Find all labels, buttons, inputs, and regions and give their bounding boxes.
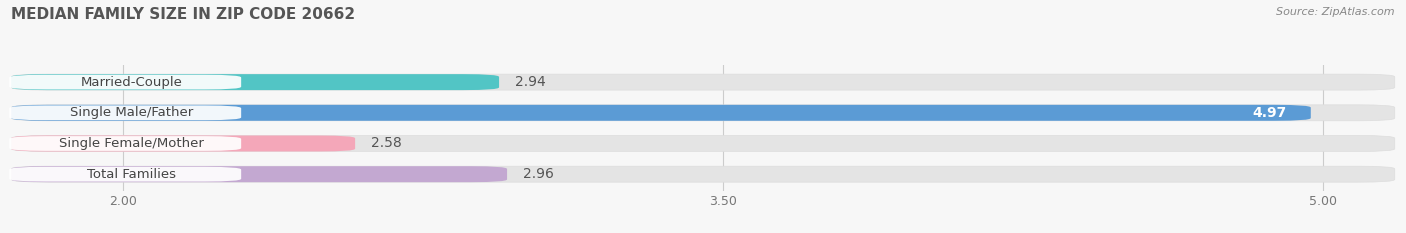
- Text: 2.96: 2.96: [523, 167, 554, 181]
- FancyBboxPatch shape: [11, 74, 499, 90]
- FancyBboxPatch shape: [10, 75, 242, 89]
- Text: Single Male/Father: Single Male/Father: [69, 106, 193, 119]
- FancyBboxPatch shape: [11, 166, 1395, 182]
- Text: Total Families: Total Families: [87, 168, 176, 181]
- FancyBboxPatch shape: [11, 166, 508, 182]
- Text: Single Female/Mother: Single Female/Mother: [59, 137, 204, 150]
- FancyBboxPatch shape: [10, 167, 242, 182]
- Text: Source: ZipAtlas.com: Source: ZipAtlas.com: [1277, 7, 1395, 17]
- FancyBboxPatch shape: [10, 136, 242, 151]
- Text: 2.58: 2.58: [371, 137, 402, 151]
- FancyBboxPatch shape: [11, 74, 1395, 90]
- FancyBboxPatch shape: [11, 105, 1310, 121]
- Text: 2.94: 2.94: [515, 75, 546, 89]
- Text: 4.97: 4.97: [1253, 106, 1286, 120]
- FancyBboxPatch shape: [11, 136, 1395, 151]
- FancyBboxPatch shape: [11, 105, 1395, 121]
- Text: Married-Couple: Married-Couple: [80, 76, 183, 89]
- Text: MEDIAN FAMILY SIZE IN ZIP CODE 20662: MEDIAN FAMILY SIZE IN ZIP CODE 20662: [11, 7, 356, 22]
- FancyBboxPatch shape: [11, 136, 356, 151]
- FancyBboxPatch shape: [10, 106, 242, 120]
